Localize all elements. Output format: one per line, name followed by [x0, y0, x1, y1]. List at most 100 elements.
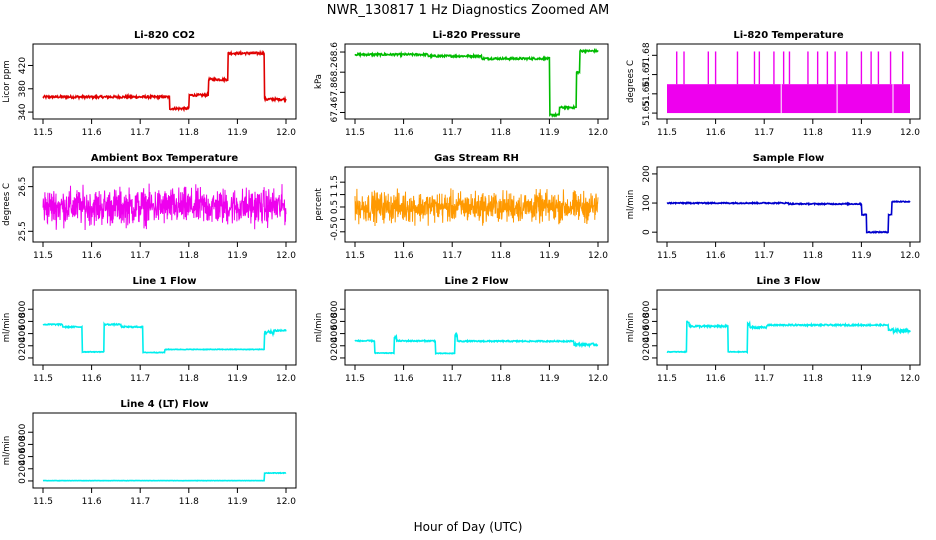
x-tick-label: 11.7 [130, 128, 150, 138]
x-tick-label: 12.0 [276, 374, 296, 384]
x-axis-label: Hour of Day (UTC) [414, 520, 523, 534]
panel-pressure: Li-820 Pressure 11.5 11.6 11.7 11.8 11.9 12.0 6… [314, 30, 609, 138]
x-tick-label: 11.6 [394, 251, 414, 261]
x-tick-label: 11.8 [179, 497, 199, 507]
panel-title-pressure: Li-820 Pressure [432, 30, 520, 41]
y-tick-label: 600 [18, 313, 28, 330]
x-tick-label: 11.7 [754, 251, 774, 261]
y-axis-label-line3: ml/min [626, 313, 636, 343]
y-tick-label: 26.5 [18, 177, 28, 197]
y-axis-label-co2: Licor ppm [2, 60, 12, 102]
panel-title-line3: Line 3 Flow [757, 276, 821, 287]
y-tick-label: 600 [642, 313, 652, 330]
panel-title-line1: Line 1 Flow [133, 276, 197, 287]
x-tick-label: 11.5 [345, 128, 365, 138]
panel-line3: Line 3 Flow 11.5 11.6 11.7 11.8 11.9 12.0 02004… [626, 276, 921, 384]
panel-title-boxtemp: Ambient Box Temperature [91, 153, 238, 164]
x-tick-label: 11.5 [33, 497, 53, 507]
x-tick-label: 11.5 [33, 374, 53, 384]
panel-line4: Line 4 (LT) Flow 11.5 11.6 11.7 11.8 11.9 12.0… [2, 399, 297, 507]
y-tick-label: 0 [18, 355, 28, 361]
panel-boxtemp: Ambient Box Temperature 11.5 11.6 11.7 11.8 1… [2, 153, 297, 261]
x-tick-label: 11.6 [82, 128, 102, 138]
x-tick-label: 11.9 [227, 497, 247, 507]
plot-frame-line3 [656, 289, 921, 366]
x-tick-label: 11.7 [442, 251, 462, 261]
panel-co2: Li-820 CO2 11.5 11.6 11.7 11.8 11.9 12.0 340 380… [2, 30, 297, 138]
x-tick-label: 11.9 [539, 128, 559, 138]
y-tick-label: 100 [642, 194, 652, 211]
y-tick-label: 1 [330, 192, 340, 198]
y-axis-label-pressure: kPa [314, 74, 324, 89]
x-tick-label: 11.6 [394, 128, 414, 138]
y-axis-label-boxtemp: degrees C [2, 183, 12, 226]
x-tick-label: 11.9 [539, 374, 559, 384]
panel-title-sample: Sample Flow [753, 153, 825, 164]
x-tick-label: 11.5 [33, 251, 53, 261]
x-tick-label: 11.7 [754, 374, 774, 384]
x-tick-label: 11.8 [803, 374, 823, 384]
y-tick-label: 67.4 [330, 102, 340, 122]
y-axis-label-line4: ml/min [2, 436, 12, 466]
y-tick-label: -0.5 [330, 223, 340, 241]
x-tick-label: 11.6 [706, 128, 726, 138]
panel-title-co2: Li-820 CO2 [134, 30, 195, 41]
series-line-rh [354, 188, 599, 227]
x-tick-label: 11.9 [227, 128, 247, 138]
x-tick-label: 11.9 [227, 251, 247, 261]
series-line-pressure [354, 47, 599, 118]
x-tick-label: 12.0 [588, 128, 608, 138]
series-line-line3 [666, 320, 911, 355]
y-tick-label: 0 [330, 355, 340, 361]
y-tick-label: 600 [330, 313, 340, 330]
x-tick-label: 11.7 [130, 374, 150, 384]
x-tick-label: 11.5 [345, 251, 365, 261]
y-tick-label: 400 [18, 448, 28, 465]
plot-frame-sample [656, 166, 921, 243]
series-line-line1 [42, 321, 287, 354]
x-tick-label: 12.0 [588, 374, 608, 384]
x-tick-label: 11.6 [82, 251, 102, 261]
x-tick-label: 11.6 [706, 251, 726, 261]
series-line-co2 [42, 49, 287, 113]
y-tick-label: 200 [18, 337, 28, 354]
x-tick-label: 11.5 [33, 128, 53, 138]
x-tick-label: 11.9 [851, 251, 871, 261]
y-tick-label: 0 [330, 216, 340, 222]
x-tick-label: 11.9 [539, 251, 559, 261]
x-tick-label: 11.8 [803, 128, 823, 138]
y-tick-label: 200 [642, 337, 652, 354]
y-tick-label: 400 [18, 325, 28, 342]
y-tick-label: 68.6 [330, 42, 340, 62]
x-tick-label: 11.8 [803, 251, 823, 261]
y-axis-label-line1: ml/min [2, 313, 12, 343]
panel-title-rh: Gas Stream RH [434, 153, 519, 164]
panel-title-line2: Line 2 Flow [445, 276, 509, 287]
y-axis-label-sample: ml/min [626, 190, 636, 220]
x-tick-label: 11.9 [851, 374, 871, 384]
y-tick-label: 380 [18, 80, 28, 97]
y-tick-label: 51.67 [642, 62, 652, 88]
y-tick-label: 800 [18, 300, 28, 317]
x-tick-label: 11.8 [491, 128, 511, 138]
y-tick-label: 400 [642, 325, 652, 342]
y-tick-label: 340 [18, 103, 28, 120]
y-tick-label: 200 [18, 460, 28, 477]
y-tick-label: 51.66 [642, 81, 652, 107]
x-tick-label: 12.0 [900, 374, 920, 384]
panel-line2: Line 2 Flow 11.5 11.6 11.7 11.8 11.9 12.0 02004… [314, 276, 609, 384]
main-title: NWR_130817 1 Hz Diagnostics Zoomed AM [327, 3, 610, 18]
panel-temp: Li-820 Temperature 11.5 11.6 11.7 11.8 11.9 12… [626, 30, 921, 138]
x-tick-label: 11.7 [754, 128, 774, 138]
x-tick-label: 11.7 [130, 251, 150, 261]
y-tick-label: 0 [642, 355, 652, 361]
y-tick-label: 800 [642, 300, 652, 317]
x-tick-label: 11.7 [442, 128, 462, 138]
y-axis-label-rh: percent [314, 188, 324, 221]
y-tick-label: 51.65 [642, 100, 652, 126]
plot-frame-pressure [344, 43, 609, 120]
plot-frame-rh [344, 166, 609, 243]
x-tick-label: 11.8 [179, 374, 199, 384]
